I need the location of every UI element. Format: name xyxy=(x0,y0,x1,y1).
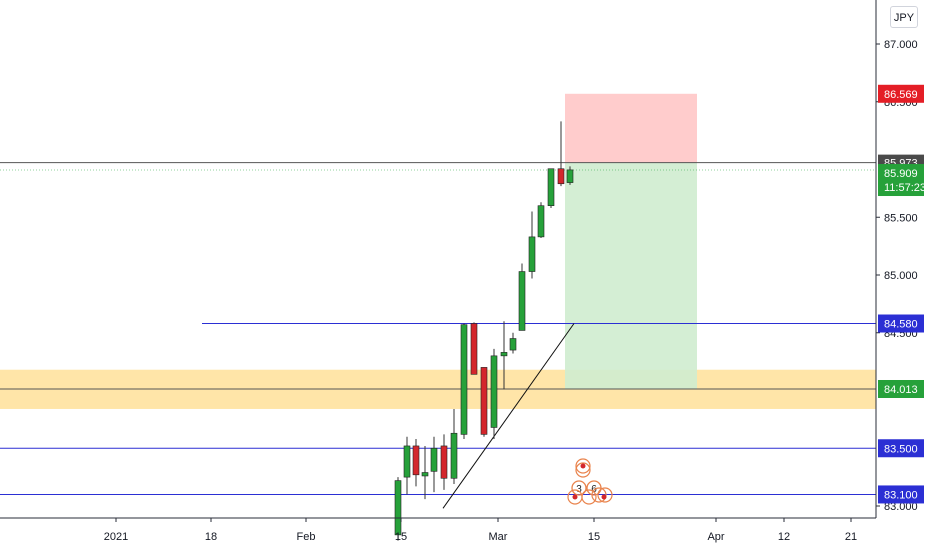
candle-body xyxy=(500,352,508,357)
event-dot xyxy=(601,494,607,500)
candle-body xyxy=(450,432,458,479)
candle[interactable] xyxy=(430,436,438,493)
axes: 87.00086.50085.50085.00084.50083.0002021… xyxy=(0,0,918,543)
candle[interactable] xyxy=(518,263,526,331)
price-labels: 86.56985.97385.90911:57:2384.58084.01383… xyxy=(878,84,926,504)
price-tick-label: 83.000 xyxy=(884,501,918,513)
event-bubble xyxy=(597,487,613,503)
candle[interactable] xyxy=(490,348,498,440)
target-zone[interactable] xyxy=(565,162,697,389)
last-price-label-text: 11:57:23 xyxy=(884,182,926,194)
price-tick-label: 87.000 xyxy=(884,39,918,51)
currency-button[interactable]: JPY xyxy=(890,6,918,28)
event-dot xyxy=(580,463,586,469)
candle-body xyxy=(440,445,448,479)
candle[interactable] xyxy=(528,211,536,279)
level-label-83100: 83.100 xyxy=(878,485,924,504)
time-tick-label: 15 xyxy=(588,531,600,543)
candle-body xyxy=(403,445,411,478)
event-bubble xyxy=(581,489,597,505)
target-price-label-bg xyxy=(878,379,924,398)
time-tick-label: Mar xyxy=(489,531,508,543)
candle[interactable] xyxy=(500,321,508,390)
event-count: 3 xyxy=(576,484,582,495)
candle[interactable] xyxy=(440,434,448,490)
candle-body xyxy=(394,480,402,536)
candle-body xyxy=(509,338,517,351)
stop-price-label-bg xyxy=(878,84,924,103)
candle-body xyxy=(480,367,488,435)
candle[interactable] xyxy=(566,166,574,185)
candle-body xyxy=(557,168,565,185)
candle[interactable] xyxy=(557,121,565,187)
time-tick-label: 18 xyxy=(205,531,217,543)
level-label-84580-bg xyxy=(878,314,924,333)
candle[interactable] xyxy=(460,323,468,440)
candle-body xyxy=(518,271,526,331)
time-tick-label: 12 xyxy=(778,531,790,543)
candle[interactable] xyxy=(450,408,458,485)
time-tick-label: 15 xyxy=(395,531,407,543)
level-label-84580-text: 84.580 xyxy=(884,319,918,331)
level-label-83500-text: 83.500 xyxy=(884,443,918,455)
time-tick-label: Apr xyxy=(707,531,724,543)
candle[interactable] xyxy=(509,332,517,354)
candle-body xyxy=(537,205,545,238)
candle[interactable] xyxy=(547,168,555,209)
candle-body xyxy=(566,169,574,183)
candle-body xyxy=(421,472,429,477)
event-bubble xyxy=(575,462,591,478)
time-tick-label: 2021 xyxy=(104,531,128,543)
candle[interactable] xyxy=(421,445,429,500)
candle-body xyxy=(430,447,438,472)
level-label-83100-bg xyxy=(878,485,924,504)
price-tick-label: 85.000 xyxy=(884,270,918,282)
candle[interactable] xyxy=(470,322,478,375)
target-price-label-text: 84.013 xyxy=(884,384,918,396)
event-bubble xyxy=(575,458,591,474)
target-price-label: 84.013 xyxy=(878,379,924,398)
candle[interactable] xyxy=(394,477,402,541)
event-marker[interactable] xyxy=(571,480,587,496)
last-price-label-text: 85.909 xyxy=(884,168,918,180)
candle[interactable] xyxy=(480,367,488,437)
candle-body xyxy=(470,323,478,375)
candle-body xyxy=(412,445,420,476)
level-label-83500-bg xyxy=(878,439,924,458)
stop-price-label: 86.569 xyxy=(878,84,924,103)
level-label-84580: 84.580 xyxy=(878,314,924,333)
stop-price-label-text: 86.569 xyxy=(884,89,918,101)
price-tick-label: 85.500 xyxy=(884,212,918,224)
stop-zone[interactable] xyxy=(565,93,697,163)
trendline[interactable] xyxy=(442,323,575,509)
last-price-label: 85.909 11:57:23 xyxy=(878,164,926,197)
candle[interactable] xyxy=(403,436,411,495)
candle[interactable] xyxy=(537,202,545,239)
time-tick-label: 21 xyxy=(845,531,857,543)
time-tick-label: Feb xyxy=(297,531,316,543)
level-label-83100-text: 83.100 xyxy=(884,489,918,501)
candle-body xyxy=(490,355,498,428)
event-bubble xyxy=(591,487,607,503)
last-price-label-bg xyxy=(878,164,924,197)
candle-body xyxy=(460,324,468,435)
candle[interactable] xyxy=(412,439,420,487)
event-dot xyxy=(572,494,578,500)
candle-body xyxy=(547,168,555,207)
candle-body xyxy=(528,236,536,272)
level-label-83500: 83.500 xyxy=(878,439,924,458)
